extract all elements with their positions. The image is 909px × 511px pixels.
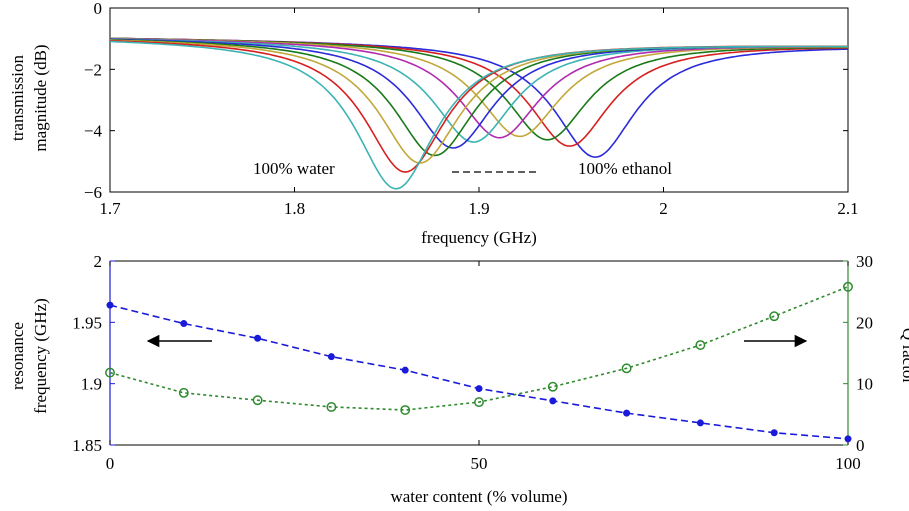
q-factor-point (547, 381, 558, 392)
transmission-curve (109, 40, 848, 190)
top-y-tick-label: −6 (84, 183, 102, 202)
resonance-frequency-point (327, 353, 335, 361)
transmission-curves (109, 37, 849, 190)
bottom-left-y-tick-label: 2 (94, 252, 103, 271)
q-factor-point (400, 405, 411, 415)
bottom-left-y-tick-label: 1.9 (81, 375, 102, 394)
bottom-x-axis-label: water content (% volume) (390, 487, 567, 506)
resonance-frequency-line (109, 304, 849, 440)
annotation-water: 100% water (253, 159, 335, 178)
top-y-tick-label: −4 (84, 122, 103, 141)
resonance-frequency-point (106, 301, 114, 309)
resonance-frequency-point (696, 419, 704, 427)
transmission-curve (110, 37, 848, 139)
transmission-chart: 1.7 1.8 1.9 2 2.1 −6 −4 −2 0 100% water 100% et… (8, 0, 859, 247)
resonance-frequency-point (475, 385, 483, 393)
resonance-frequency-point (770, 429, 778, 437)
top-x-axis: 1.7 1.8 1.9 2 2.1 (99, 8, 859, 218)
top-x-axis-label: frequency (GHz) (421, 228, 537, 247)
resonance-q-chart: 0 50 100 1.85 1.9 1.95 2 0 10 20 30 water conten… (8, 252, 909, 506)
top-x-tick-label: 1.9 (468, 199, 489, 218)
bottom-x-tick-label: 50 (471, 454, 488, 473)
top-y-tick-label: −2 (84, 60, 102, 79)
bottom-left-y-tick-label: 1.95 (72, 313, 102, 332)
top-x-tick-label: 1.7 (99, 199, 121, 218)
q-factor-point (326, 402, 337, 412)
bottom-series (105, 281, 853, 443)
resonance-frequency-point (254, 334, 262, 342)
bottom-x-axis: 0 50 100 (106, 261, 861, 473)
top-plot-frame (109, 7, 849, 193)
top-y-axis-label-line1: transmission (8, 55, 27, 141)
q-factor-point (843, 281, 853, 292)
top-y-tick-label: 0 (94, 0, 103, 18)
top-y-axis: −6 −4 −2 0 (84, 0, 848, 202)
top-x-tick-label: 2 (659, 199, 668, 218)
bottom-right-y-tick-label: 10 (856, 375, 873, 394)
q-factor-line (109, 286, 849, 411)
q-factor-point (695, 340, 706, 350)
resonance-frequency-point (623, 409, 631, 417)
bottom-left-y-axis: 1.85 1.9 1.95 2 (72, 252, 115, 455)
q-factor-point (769, 311, 780, 322)
bottom-right-y-tick-label: 0 (856, 436, 865, 455)
transmission-curve (109, 37, 848, 138)
bottom-right-y-axis: 0 10 20 30 (843, 252, 873, 455)
annotation-ethanol: 100% ethanol (578, 159, 672, 178)
resonance-frequency-point (180, 320, 188, 328)
resonance-frequency-point (844, 435, 852, 443)
top-x-tick-label: 2.1 (837, 199, 858, 218)
bottom-x-tick-label: 0 (106, 454, 115, 473)
bottom-left-y-tick-label: 1.85 (72, 436, 102, 455)
resonance-frequency-point (401, 366, 409, 374)
resonance-frequency-point (549, 397, 557, 405)
bottom-right-y-tick-label: 30 (856, 252, 873, 271)
bottom-left-y-label-line2: frequency (GHz) (31, 298, 50, 414)
top-x-tick-label: 1.8 (284, 199, 305, 218)
bottom-left-y-label-line1: resonance (8, 322, 27, 390)
top-y-axis-label-line2: magnitude (dB) (31, 44, 50, 151)
q-factor-point (474, 397, 484, 408)
q-factor-point (105, 367, 115, 378)
q-factor-point (178, 387, 189, 398)
q-factor-point (621, 363, 632, 374)
q-factor-point (252, 395, 263, 406)
bottom-x-tick-label: 100 (835, 454, 861, 473)
bottom-right-y-tick-label: 20 (856, 313, 873, 332)
bottom-right-y-label: Q factor (899, 328, 909, 385)
